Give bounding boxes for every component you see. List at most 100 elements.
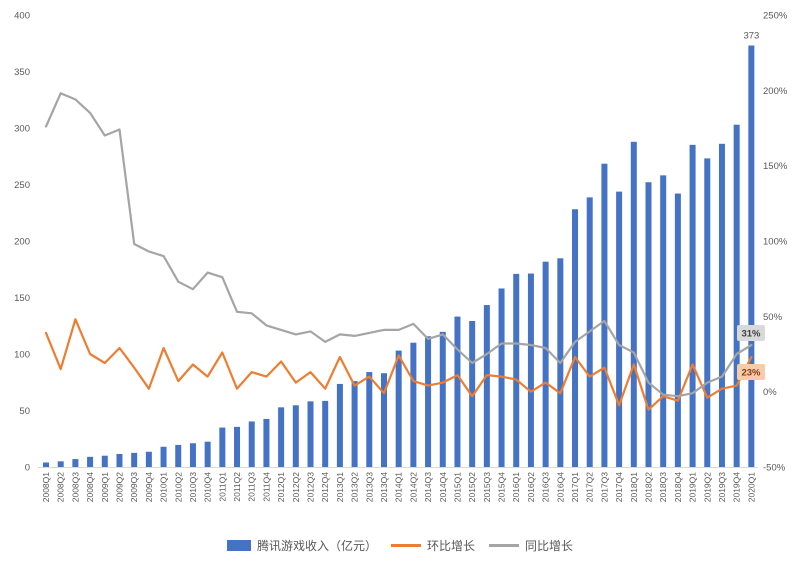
x-axis-tick-label: 2015Q1 xyxy=(453,472,463,503)
revenue-bar xyxy=(219,427,226,467)
x-axis-tick-label: 2008Q2 xyxy=(56,472,66,503)
x-axis-tick-label: 2011Q4 xyxy=(261,472,271,502)
callout-text: 23% xyxy=(741,368,761,379)
revenue-bar xyxy=(513,273,520,467)
tencent-game-revenue-combo-chart: 0 50 100 150 200 250 300 350 400 -50% 0% 50% 100% 150… xyxy=(14,11,788,503)
chart-legend: 腾讯游戏收入（亿元） 环比增长 同比增长 xyxy=(0,528,800,562)
revenue-bar xyxy=(145,451,152,467)
yoy-growth-line xyxy=(44,92,753,398)
revenue-bar xyxy=(116,454,123,467)
x-axis-tick-label: 2019Q2 xyxy=(702,472,712,503)
left-axis-tick-label: 150 xyxy=(14,293,30,304)
revenue-bar xyxy=(425,336,432,467)
legend-label-yoy: 同比增长 xyxy=(525,538,574,553)
right-axis-tick-label: 150% xyxy=(763,161,788,172)
revenue-bar xyxy=(292,405,299,467)
x-axis-tick-label: 2019Q4 xyxy=(732,472,742,503)
x-axis-tick-label: 2015Q2 xyxy=(467,472,477,503)
left-axis-tick-label: 0 xyxy=(25,463,30,474)
revenue-bar xyxy=(395,350,402,467)
revenue-bar xyxy=(189,443,196,467)
x-axis-tick-label: 2019Q3 xyxy=(717,472,727,503)
x-axis-tick-label: 2014Q2 xyxy=(408,472,418,503)
x-axis-tick-label: 2009Q2 xyxy=(115,472,125,503)
x-axis-labels: 2008Q1 2008Q2 2008Q3 2008Q4 2009Q1 2009Q2 2009… xyxy=(41,472,756,503)
x-axis-tick-label: 2009Q3 xyxy=(129,472,139,503)
x-axis-tick-label: 2017Q1 xyxy=(570,472,580,503)
x-axis-tick-label: 2017Q2 xyxy=(585,472,595,503)
revenue-bar xyxy=(322,400,329,467)
x-axis-tick-label: 2015Q4 xyxy=(497,472,507,503)
revenue-bar xyxy=(674,193,681,468)
callout-box xyxy=(737,364,765,380)
legend-bar-swatch xyxy=(226,539,251,551)
revenue-bar xyxy=(234,426,241,467)
revenue-bar xyxy=(660,175,667,467)
last-bar-value-label: 373 xyxy=(743,31,759,42)
left-axis-tick-label: 100 xyxy=(14,350,30,361)
x-axis-tick-label: 2009Q1 xyxy=(100,472,110,503)
revenue-bar xyxy=(645,182,652,468)
x-axis-tick-label: 2008Q3 xyxy=(70,472,80,503)
x-axis-tick-label: 2013Q4 xyxy=(379,472,389,503)
revenue-bar xyxy=(630,141,637,468)
x-axis-tick-label: 2011Q2 xyxy=(232,472,242,502)
x-axis-tick-label: 2012Q1 xyxy=(276,472,286,503)
revenue-bar xyxy=(483,305,490,467)
legend-gray-line-swatch xyxy=(489,543,519,547)
x-axis-tick-label: 2014Q1 xyxy=(394,472,404,503)
right-axis-tick-label: -50% xyxy=(763,463,786,474)
legend-item-qoq: 环比增长 xyxy=(390,537,475,554)
x-axis-tick-label: 2016Q2 xyxy=(526,472,536,503)
revenue-bar xyxy=(248,421,255,467)
x-axis-tick-label: 2020Q1 xyxy=(746,472,756,503)
x-axis-tick-label: 2019Q1 xyxy=(688,472,698,503)
qoq-growth-line xyxy=(44,318,753,411)
x-axis-tick-label: 2012Q2 xyxy=(291,472,301,503)
legend-item-revenue: 腾讯游戏收入（亿元） xyxy=(226,537,377,554)
revenue-bar xyxy=(263,418,270,467)
revenue-bar xyxy=(733,124,740,467)
revenue-bar xyxy=(469,321,476,467)
legend-orange-line-swatch xyxy=(390,543,421,547)
revenue-bar xyxy=(748,45,755,467)
left-axis: 0 50 100 150 200 250 300 350 400 xyxy=(14,11,30,474)
revenue-bar xyxy=(572,209,579,467)
x-axis-tick-label: 2012Q3 xyxy=(306,472,316,503)
x-axis-tick-label: 2010Q4 xyxy=(203,472,213,503)
x-axis-tick-label: 2012Q4 xyxy=(320,472,330,503)
left-axis-tick-label: 400 xyxy=(14,11,30,22)
revenue-bar xyxy=(527,273,534,467)
x-axis-tick-label: 2015Q3 xyxy=(482,472,492,503)
revenue-bar xyxy=(410,342,417,467)
left-axis-tick-label: 250 xyxy=(14,180,30,191)
left-axis-tick-label: 300 xyxy=(14,124,30,135)
right-axis-tick-label: 200% xyxy=(763,86,788,97)
x-axis-tick-label: 2010Q1 xyxy=(159,472,169,503)
legend-item-yoy: 同比增长 xyxy=(489,537,573,554)
x-axis-tick-label: 2017Q4 xyxy=(614,472,624,503)
right-axis-tick-label: 0% xyxy=(763,387,777,398)
x-axis-tick-label: 2017Q3 xyxy=(599,472,609,503)
left-axis-tick-label: 200 xyxy=(14,237,30,248)
revenue-bar xyxy=(380,373,387,467)
x-axis-tick-label: 2008Q4 xyxy=(85,472,95,503)
revenue-bar xyxy=(175,444,182,467)
revenue-bar xyxy=(336,383,343,467)
revenue-bar xyxy=(160,446,167,467)
revenue-bar xyxy=(366,372,373,467)
x-axis-tick-label: 2011Q3 xyxy=(247,472,257,502)
x-axis-tick-label: 2014Q3 xyxy=(423,472,433,503)
yoy-callout: 31% xyxy=(737,325,765,341)
revenue-bar xyxy=(616,191,623,467)
revenue-bar xyxy=(57,461,64,467)
right-axis-tick-label: 250% xyxy=(763,11,788,22)
callout-text: 31% xyxy=(741,329,761,340)
x-axis-tick-label: 2016Q1 xyxy=(511,472,521,503)
revenue-bar xyxy=(542,261,549,467)
revenue-bar xyxy=(307,401,314,467)
revenue-bar xyxy=(454,316,461,467)
x-axis-tick-label: 2010Q2 xyxy=(173,472,183,503)
right-axis-tick-label: 50% xyxy=(763,312,783,323)
